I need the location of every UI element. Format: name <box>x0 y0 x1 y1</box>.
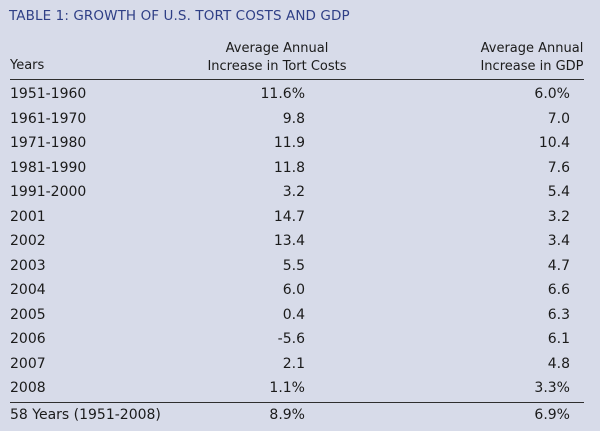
table-row: 2002 13.4 3.4 <box>0 231 600 256</box>
total-years-cell: 58 Years (1951-2008) <box>10 407 161 423</box>
years-cell: 2004 <box>10 282 46 298</box>
header-gdp: Average Annual Increase in GDP <box>452 40 600 76</box>
years-cell: 2001 <box>10 208 46 225</box>
table-row: 2008 1.1% 3.3% <box>0 378 600 403</box>
total-gdp-cell: 6.9% <box>534 407 570 423</box>
table-row: 1951-1960 11.6% 6.0% <box>0 84 600 109</box>
table-row: 2006 -5.6 6.1 <box>0 329 600 354</box>
table-body: 1951-1960 11.6% 6.0% 1961-1970 9.8 7.0 1… <box>0 84 600 403</box>
years-cell: 1951-1960 <box>10 86 87 102</box>
table-title: TABLE 1: GROWTH OF U.S. TORT COSTS AND G… <box>9 8 350 24</box>
gdp-cell: 6.0% <box>534 86 570 102</box>
table-row: 2005 0.4 6.3 <box>0 305 600 330</box>
gdp-cell: 6.6 <box>547 282 570 298</box>
gdp-cell: 6.3 <box>547 306 570 323</box>
table-row: 1991-2000 3.2 5.4 <box>0 182 600 207</box>
table-row: 2003 5.5 4.7 <box>0 256 600 281</box>
header-gdp-line2: Increase in GDP <box>480 59 584 74</box>
total-row: 58 Years (1951-2008) 8.9% 6.9% <box>0 405 600 429</box>
tort-cell: 3.2 <box>282 184 305 200</box>
gdp-cell: 4.7 <box>547 257 570 274</box>
table-row: 1971-1980 11.9 10.4 <box>0 133 600 158</box>
gdp-cell: 6.1 <box>547 331 570 347</box>
gdp-cell: 7.0 <box>547 110 570 127</box>
years-cell: 1981-1990 <box>10 159 87 176</box>
tort-cell: 5.5 <box>282 257 305 274</box>
tort-cell: 11.8 <box>273 159 305 176</box>
tort-cell: 1.1% <box>269 380 305 396</box>
gdp-cell: 10.4 <box>538 135 570 151</box>
table-row: 2004 6.0 6.6 <box>0 280 600 305</box>
years-cell: 1991-2000 <box>10 184 87 200</box>
tort-cell: 6.0 <box>282 282 305 298</box>
table-row: 1961-1970 9.8 7.0 <box>0 109 600 134</box>
years-cell: 2006 <box>10 331 46 347</box>
years-cell: 2005 <box>10 306 46 323</box>
table-row: 2001 14.7 3.2 <box>0 207 600 232</box>
tort-cell: 11.6% <box>260 86 305 102</box>
gdp-cell: 3.2 <box>547 208 570 225</box>
years-cell: 1971-1980 <box>10 135 87 151</box>
tort-cell: 2.1 <box>282 355 305 372</box>
header-tort-line2: Increase in Tort Costs <box>207 59 347 74</box>
header-divider <box>10 79 584 80</box>
tort-cell: 13.4 <box>273 233 305 249</box>
tort-cell: 9.8 <box>282 110 305 127</box>
years-cell: 1961-1970 <box>10 110 87 127</box>
table-row: 2007 2.1 4.8 <box>0 354 600 379</box>
gdp-cell: 3.4 <box>547 233 570 249</box>
gdp-cell: 5.4 <box>547 184 570 200</box>
years-cell: 2008 <box>10 380 46 396</box>
tort-cell: -5.6 <box>277 331 305 347</box>
gdp-cell: 3.3% <box>534 380 570 396</box>
gdp-cell: 7.6 <box>547 159 570 176</box>
tort-cell: 0.4 <box>282 306 305 323</box>
tort-cell: 11.9 <box>273 135 305 151</box>
header-years: Years <box>10 58 45 73</box>
total-tort-cell: 8.9% <box>269 407 305 423</box>
total-divider <box>10 402 584 403</box>
tort-cell: 14.7 <box>273 208 305 225</box>
table-row: 1981-1990 11.8 7.6 <box>0 158 600 183</box>
header-gdp-line1: Average Annual <box>480 41 584 56</box>
years-cell: 2002 <box>10 233 46 249</box>
gdp-cell: 4.8 <box>547 355 570 372</box>
years-cell: 2003 <box>10 257 46 274</box>
header-tort-line1: Average Annual <box>225 41 329 56</box>
header-tort-costs: Average Annual Increase in Tort Costs <box>197 40 357 76</box>
years-cell: 2007 <box>10 355 46 372</box>
